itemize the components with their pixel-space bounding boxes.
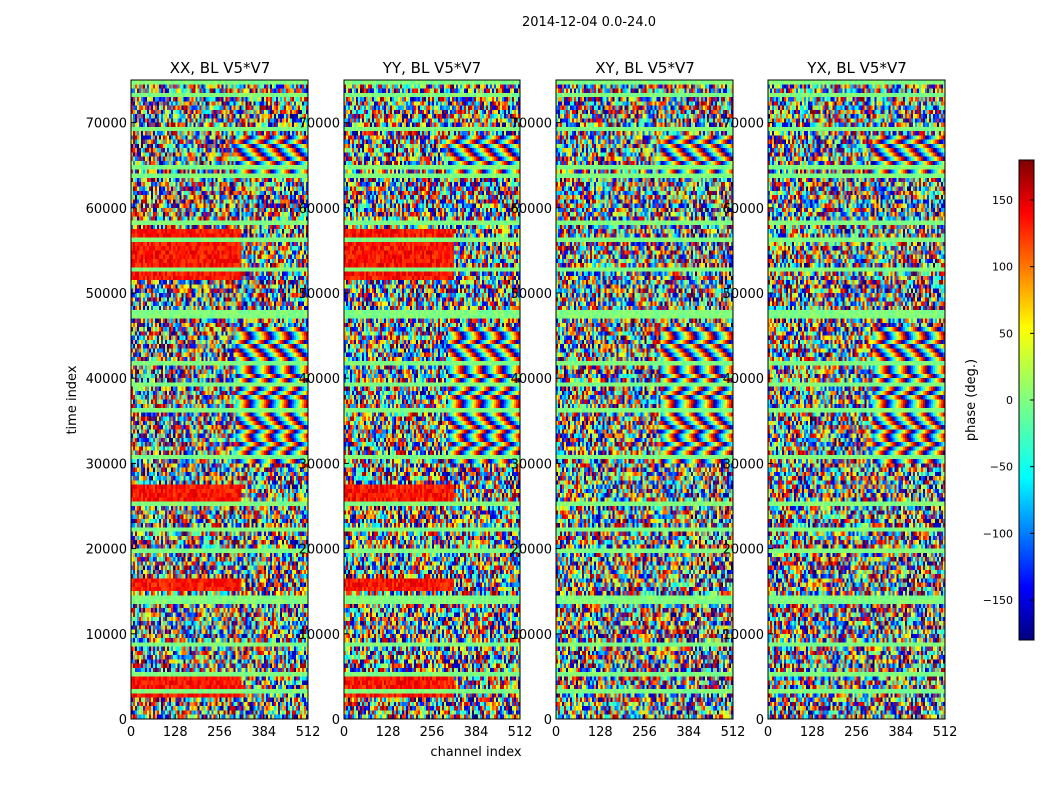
- y-tick-label: 70000: [86, 117, 127, 132]
- y-tick-label: 0: [119, 713, 127, 728]
- heatmap-xy: [556, 80, 733, 719]
- colorbar-tick-label: 100: [992, 261, 1013, 274]
- x-tick-label: 256: [844, 725, 869, 740]
- y-tick-label: 60000: [723, 202, 764, 217]
- y-tick-label: 40000: [723, 372, 764, 387]
- colorbar-label: phase (deg.): [964, 359, 979, 441]
- x-tick-label: 0: [340, 725, 348, 740]
- y-tick-label: 50000: [511, 287, 552, 302]
- panel-title-yy: YY, BL V5*V7: [382, 59, 481, 77]
- ticks-xx: 0 128 256 384 512 0 10000 20000 30000 40000 50000 6…: [86, 117, 321, 740]
- y-tick-label: 60000: [299, 202, 340, 217]
- x-tick-label: 0: [764, 725, 772, 740]
- x-tick-label: 512: [508, 725, 533, 740]
- panel-title-xy: XY, BL V5*V7: [595, 59, 695, 77]
- panel-xy: XY, BL V5*V7 0 128 256 384 512 0 10000 20000 300…: [511, 59, 746, 740]
- heatmap-image: [131, 80, 308, 719]
- colorbar-ticks: 150 100 50 0 −50 −100 −150: [983, 194, 1034, 607]
- colorbar-tick-label: −150: [983, 594, 1013, 607]
- panel-title-xx: XX, BL V5*V7: [170, 59, 271, 77]
- panel-yx: YX, BL V5*V7 0 128 256 384 512 0 10000 20000 300…: [723, 59, 958, 740]
- x-tick-label: 512: [721, 725, 746, 740]
- y-tick-label: 20000: [86, 543, 127, 558]
- x-tick-label: 384: [888, 725, 913, 740]
- x-tick-label: 128: [163, 725, 188, 740]
- y-tick-label: 50000: [723, 287, 764, 302]
- x-tick-label: 384: [251, 725, 276, 740]
- heatmap-yy: [344, 80, 520, 719]
- colorbar-tick-label: 0: [1006, 394, 1013, 407]
- x-tick-label: 0: [127, 725, 135, 740]
- x-tick-label: 512: [933, 725, 958, 740]
- x-axis-label: channel index: [430, 745, 521, 760]
- colorbar: 150 100 50 0 −50 −100 −150 phase (deg.): [964, 159, 1035, 641]
- panel-xx: XX, BL V5*V7 0 128 256 384 512 0 10000 20000 300…: [86, 59, 321, 740]
- colorbar-tick-label: 150: [992, 194, 1013, 207]
- ticks-yy: 0 128 256 384 512 0 10000 20000 30000 40000 50000 6…: [299, 117, 533, 740]
- y-tick-label: 70000: [299, 117, 340, 132]
- ticks-yx: 0 128 256 384 512 0 10000 20000 30000 40000 50000 6…: [723, 117, 958, 740]
- colorbar-tick-label: −100: [983, 527, 1013, 540]
- y-tick-label: 10000: [299, 628, 340, 643]
- x-tick-label: 128: [588, 725, 613, 740]
- x-tick-label: 256: [420, 725, 445, 740]
- y-tick-label: 40000: [511, 372, 552, 387]
- panel-yy: YY, BL V5*V7 0 128 256 384 512 0 10000 20000 300…: [299, 59, 533, 740]
- y-tick-label: 30000: [86, 457, 127, 472]
- y-tick-label: 70000: [723, 117, 764, 132]
- x-tick-label: 512: [296, 725, 321, 740]
- y-tick-label: 20000: [723, 543, 764, 558]
- heatmap-image: [556, 80, 733, 719]
- y-tick-label: 50000: [299, 287, 340, 302]
- y-tick-label: 10000: [511, 628, 552, 643]
- x-tick-label: 256: [207, 725, 232, 740]
- y-tick-label: 40000: [299, 372, 340, 387]
- panel-title-yx: YX, BL V5*V7: [806, 59, 907, 77]
- heatmap-image: [768, 80, 945, 719]
- y-tick-label: 70000: [511, 117, 552, 132]
- y-tick-label: 60000: [86, 202, 127, 217]
- heatmap-yx: [768, 80, 945, 719]
- figure-suptitle: 2014-12-04 0.0-24.0: [522, 15, 656, 30]
- y-tick-label: 30000: [299, 457, 340, 472]
- y-axis-label: time index: [65, 365, 80, 434]
- y-tick-label: 0: [544, 713, 552, 728]
- y-tick-label: 10000: [86, 628, 127, 643]
- y-tick-label: 30000: [511, 457, 552, 472]
- colorbar-tick-label: 50: [999, 327, 1013, 340]
- y-tick-label: 50000: [86, 287, 127, 302]
- y-tick-label: 20000: [299, 543, 340, 558]
- y-tick-label: 10000: [723, 628, 764, 643]
- x-tick-label: 384: [464, 725, 489, 740]
- x-tick-label: 384: [676, 725, 701, 740]
- y-tick-label: 40000: [86, 372, 127, 387]
- x-tick-label: 256: [632, 725, 657, 740]
- x-tick-label: 0: [552, 725, 560, 740]
- y-tick-label: 0: [756, 713, 764, 728]
- y-tick-label: 0: [332, 713, 340, 728]
- y-tick-label: 30000: [723, 457, 764, 472]
- heatmap-xx: [131, 80, 308, 719]
- x-tick-label: 128: [376, 725, 401, 740]
- colorbar-tick-label: −50: [990, 461, 1013, 474]
- x-tick-label: 128: [800, 725, 825, 740]
- ticks-xy: 0 128 256 384 512 0 10000 20000 30000 40000 50000 6…: [511, 117, 746, 740]
- y-tick-label: 60000: [511, 202, 552, 217]
- heatmap-image: [344, 80, 520, 719]
- y-tick-label: 20000: [511, 543, 552, 558]
